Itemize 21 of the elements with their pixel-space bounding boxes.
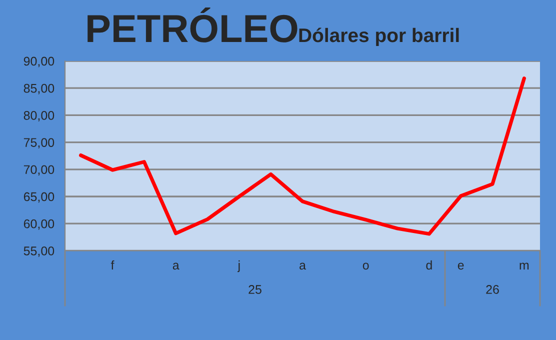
text: 26 [486, 285, 499, 294]
x-tick-label: m [520, 262, 529, 270]
x-tick-label: d [426, 260, 432, 270]
y-tick-label: 75,00 [24, 138, 54, 148]
chart-subtitle: Dólares por barril [299, 28, 459, 46]
x-tick-label: j [237, 260, 240, 272]
y-tick-label: 90,00 [24, 56, 54, 68]
x-tick-label: a [300, 262, 306, 270]
y-tick-label: 65,00 [24, 192, 54, 203]
x-tick-label: o [362, 262, 369, 270]
x-tick-label: a [172, 262, 180, 270]
x-tick-label: e [458, 262, 464, 270]
text: 25 [248, 285, 262, 294]
y-tick-label: 85,00 [24, 84, 54, 94]
y-tick-label: 60,00 [24, 219, 54, 230]
chart-title: PETRÓLEO [88, 8, 298, 42]
x-tick-label: f [110, 260, 114, 270]
y-tick-label: 80,00 [24, 111, 54, 122]
line-series [79, 76, 526, 236]
y-tick-label: 55,00 [24, 246, 54, 257]
y-tick-label: 70,00 [24, 165, 54, 176]
